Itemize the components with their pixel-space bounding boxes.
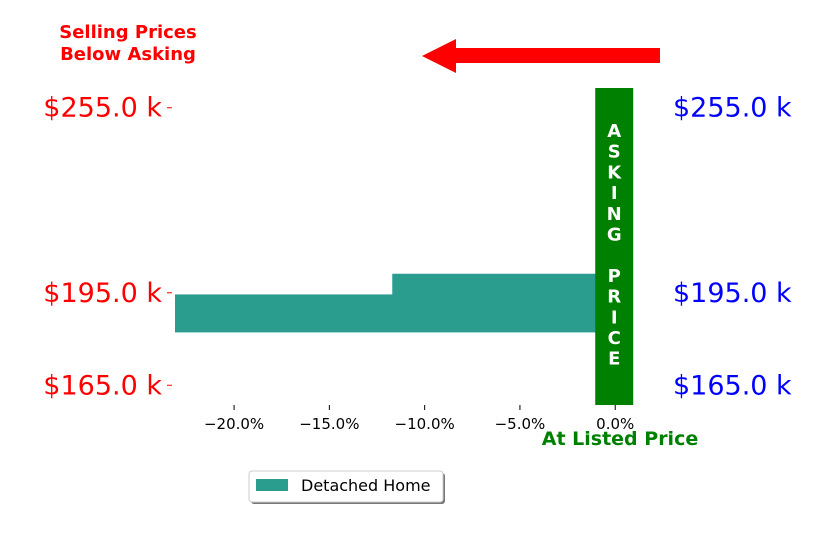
legend-label: Detached Home bbox=[301, 476, 431, 495]
asking-price-band bbox=[595, 88, 634, 405]
x-tick-label: −15.0% bbox=[299, 415, 359, 433]
y-right-tick-label: $195.0 k bbox=[673, 278, 792, 309]
asking-price-letter: K bbox=[607, 162, 622, 183]
x-tick-label: −10.0% bbox=[395, 415, 455, 433]
y-left-tick-label: $165.0 k bbox=[43, 370, 162, 401]
y-left-tick-label: $195.0 k bbox=[43, 278, 162, 309]
bars-group bbox=[175, 273, 616, 333]
asking-price-letter: I bbox=[611, 183, 618, 204]
asking-price-letter: G bbox=[607, 225, 622, 246]
asking-price-letter: A bbox=[607, 121, 621, 142]
asking-price-letter: E bbox=[608, 349, 620, 370]
asking-price-letter: C bbox=[608, 328, 621, 349]
legend[interactable]: Detached Home bbox=[248, 470, 445, 504]
y-axis-right: $255.0 k $195.0 k $165.0 k bbox=[673, 93, 792, 402]
bar-1 bbox=[175, 294, 616, 333]
y-left-tick-label: $255.0 k bbox=[43, 93, 162, 124]
legend-frame bbox=[248, 470, 444, 503]
header-title-line-2: Below Asking bbox=[60, 44, 196, 65]
x-axis: −20.0% −15.0% −10.0% −5.0% 0.0% bbox=[204, 405, 634, 433]
at-listed-price-label: At Listed Price bbox=[542, 428, 698, 450]
asking-price-letter: I bbox=[611, 307, 618, 328]
x-tick-label: −20.0% bbox=[204, 415, 264, 433]
x-tick-label: −5.0% bbox=[495, 415, 546, 433]
asking-price-letter: R bbox=[607, 287, 621, 308]
legend-swatch bbox=[256, 479, 288, 491]
y-right-tick-label: $165.0 k bbox=[673, 370, 792, 401]
x-tick-label: 0.0% bbox=[596, 415, 634, 433]
y-right-tick-label: $255.0 k bbox=[673, 93, 792, 124]
asking-price-letter: S bbox=[608, 142, 621, 163]
header-title-line-1: Selling Prices bbox=[59, 22, 196, 43]
left-arrow-icon bbox=[422, 39, 660, 73]
asking-price-letter: N bbox=[607, 204, 622, 225]
asking-price-letter: P bbox=[608, 266, 621, 287]
y-axis-left: $255.0 k $195.0 k $165.0 k bbox=[43, 93, 172, 401]
